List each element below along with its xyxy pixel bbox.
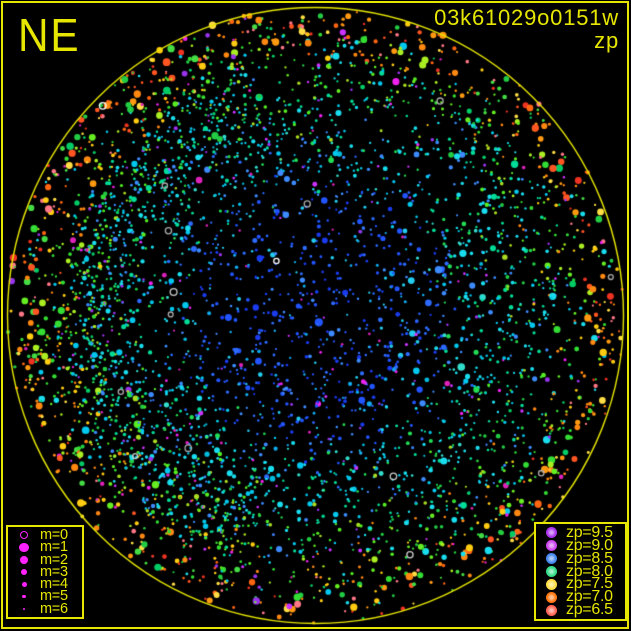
field-orientation-label: NE — [18, 9, 81, 61]
zp-color-dot-icon — [542, 527, 560, 539]
zeropoint-legend-row: zp=9.0 — [542, 536, 623, 554]
legend-label: m=2 — [40, 551, 68, 568]
magnitude-legend-row: m=2 — [15, 551, 80, 568]
zeropoint-legend-row: zp=9.5 — [542, 523, 623, 541]
zeropoint-legend-row: zp=7.0 — [542, 588, 623, 606]
exposure-id-label: 03k61029o0151w — [434, 5, 619, 30]
legend-label: zp=8.5 — [566, 549, 613, 567]
magnitude-legend-row: m=3 — [15, 563, 80, 580]
legend-label: m=1 — [40, 539, 68, 556]
legend-label: m=3 — [40, 563, 68, 580]
legend-label: zp=7.5 — [566, 575, 613, 593]
magnitude-size-marker-icon — [15, 594, 33, 599]
magnitude-legend-row: m=5 — [15, 588, 80, 605]
magnitude-size-marker-icon — [15, 607, 33, 610]
legend-label: m=6 — [40, 600, 68, 617]
legend-label: m=0 — [40, 527, 68, 543]
magnitude-legend-row: m=4 — [15, 576, 80, 592]
magnitude-legend-row: m=0 — [15, 527, 80, 543]
magnitude-legend: m=0 m=1 m=2 m=3 m=4 m=5 m=6 — [6, 525, 84, 619]
zp-color-dot-icon — [542, 591, 560, 603]
legend-label: zp=9.0 — [566, 536, 613, 554]
zp-color-dot-icon — [542, 553, 560, 565]
legend-label: zp=9.5 — [566, 523, 613, 541]
zp-subtitle-label: zp — [594, 28, 619, 53]
legend-label: zp=6.5 — [566, 601, 613, 619]
magnitude-legend-row: m=1 — [15, 539, 80, 556]
magnitude-size-marker-icon — [15, 542, 33, 553]
legend-label: m=5 — [40, 588, 68, 605]
zp-color-dot-icon — [542, 540, 560, 552]
zp-color-dot-icon — [542, 578, 560, 590]
legend-label: zp=8.0 — [566, 562, 613, 580]
magnitude-size-marker-icon — [15, 531, 33, 540]
legend-label: m=4 — [40, 576, 68, 592]
magnitude-legend-row: m=6 — [15, 600, 80, 617]
zeropoint-legend: zp=9.5 zp=9.0 zp=8.5 zp=8.0 zp=7.5 zp=7.0 zp=6… — [534, 522, 627, 621]
zp-color-dot-icon — [542, 604, 560, 616]
zeropoint-legend-row: zp=8.5 — [542, 549, 623, 567]
legend-label: zp=7.0 — [566, 588, 613, 606]
magnitude-size-marker-icon — [15, 568, 33, 576]
magnitude-size-marker-icon — [15, 555, 33, 564]
magnitude-size-marker-icon — [15, 581, 33, 587]
zeropoint-legend-row: zp=8.0 — [542, 562, 623, 580]
zeropoint-legend-row: zp=6.5 — [542, 601, 623, 619]
zeropoint-legend-row: zp=7.5 — [542, 575, 623, 593]
zp-color-dot-icon — [542, 566, 560, 577]
